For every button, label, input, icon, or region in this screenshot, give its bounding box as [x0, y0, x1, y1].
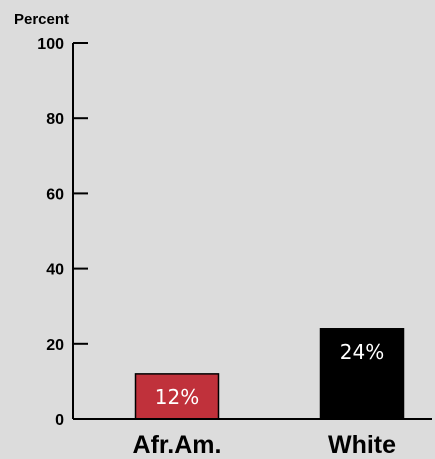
y-tick-label: 20	[46, 337, 64, 354]
y-axis-label: Percent	[14, 11, 69, 28]
y-tick-label: 40	[46, 262, 64, 279]
y-tick-label: 100	[37, 36, 64, 53]
y-tick-label: 80	[46, 111, 64, 128]
bar-value-label: 24%	[340, 340, 384, 364]
y-tick-label: 60	[46, 186, 64, 203]
bar	[319, 328, 405, 420]
x-tick-label: Afr.Am.	[133, 431, 222, 459]
x-axis: Afr.Am. White	[73, 418, 432, 459]
y-axis: 0 20 40 60 80 100	[37, 36, 88, 429]
bars: 12% 24%	[134, 328, 405, 420]
x-tick-label: White	[328, 431, 396, 459]
y-tick-label: 0	[55, 412, 64, 429]
bar-value-label: 12%	[155, 385, 199, 409]
